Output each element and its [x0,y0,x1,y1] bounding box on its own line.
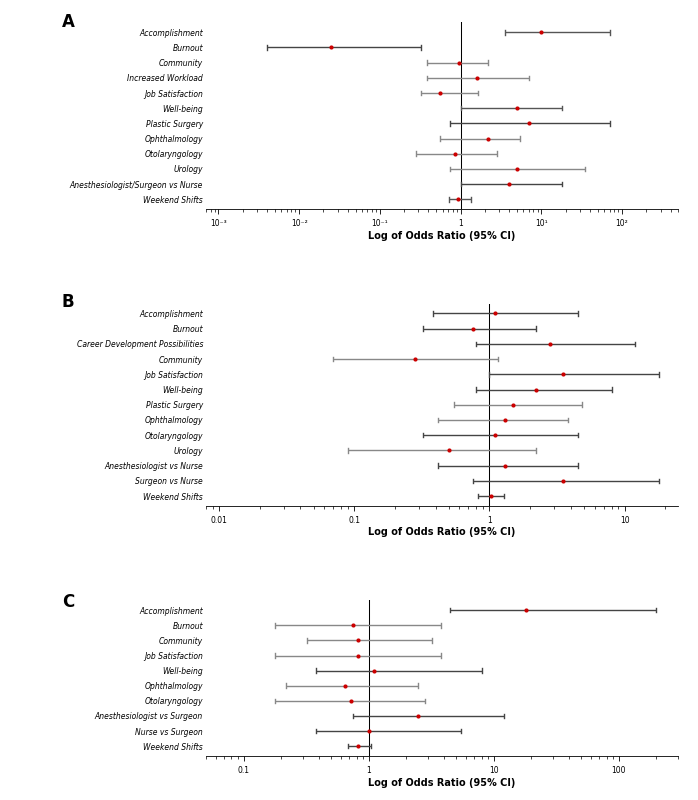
X-axis label: Log of Odds Ratio (95% CI): Log of Odds Ratio (95% CI) [369,778,516,787]
X-axis label: Log of Odds Ratio (95% CI): Log of Odds Ratio (95% CI) [369,527,516,538]
Text: C: C [62,593,74,610]
Text: A: A [62,13,75,31]
Text: B: B [62,294,75,311]
X-axis label: Log of Odds Ratio (95% CI): Log of Odds Ratio (95% CI) [369,230,516,241]
